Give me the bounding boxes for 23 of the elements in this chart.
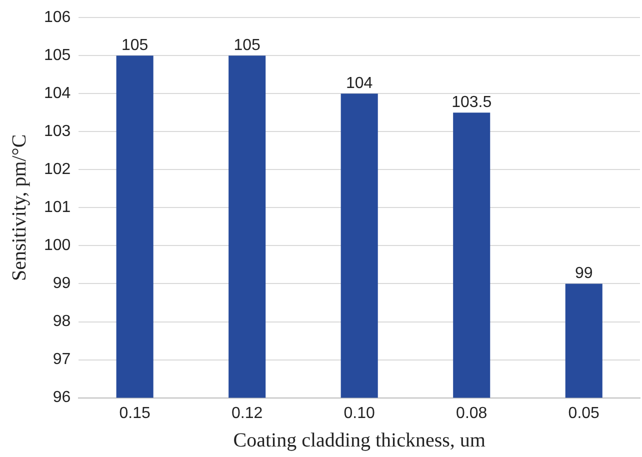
y-tick-label: 99 [52,275,71,292]
y-tick-label: 106 [44,9,71,26]
y-axis-title: Sensitivity, pm/°C [8,134,30,282]
y-tick-label: 98 [52,313,71,330]
y-tick-label: 96 [52,389,71,406]
y-tick-label: 104 [44,85,71,102]
x-tick-label: 0.10 [344,404,376,422]
data-label: 99 [574,265,593,282]
y-tick-label: 100 [44,237,71,254]
y-tick-label: 101 [44,199,71,216]
y-tick-label: 103 [44,123,71,140]
y-tick-label: 97 [52,351,71,368]
x-axis-title: Coating cladding thickness, um [233,429,486,452]
x-tick-label: 0.15 [119,404,150,422]
data-label: 103.5 [452,94,492,112]
data-label: 105 [234,37,261,54]
x-tick-label: 0.08 [456,404,488,422]
data-label: 104 [346,75,373,92]
x-tick-label: 0.12 [232,404,263,422]
y-tick-label: 105 [44,47,71,64]
x-tick-label: 0.05 [568,404,600,422]
y-tick-label: 102 [44,161,71,178]
data-label: 105 [121,37,148,54]
